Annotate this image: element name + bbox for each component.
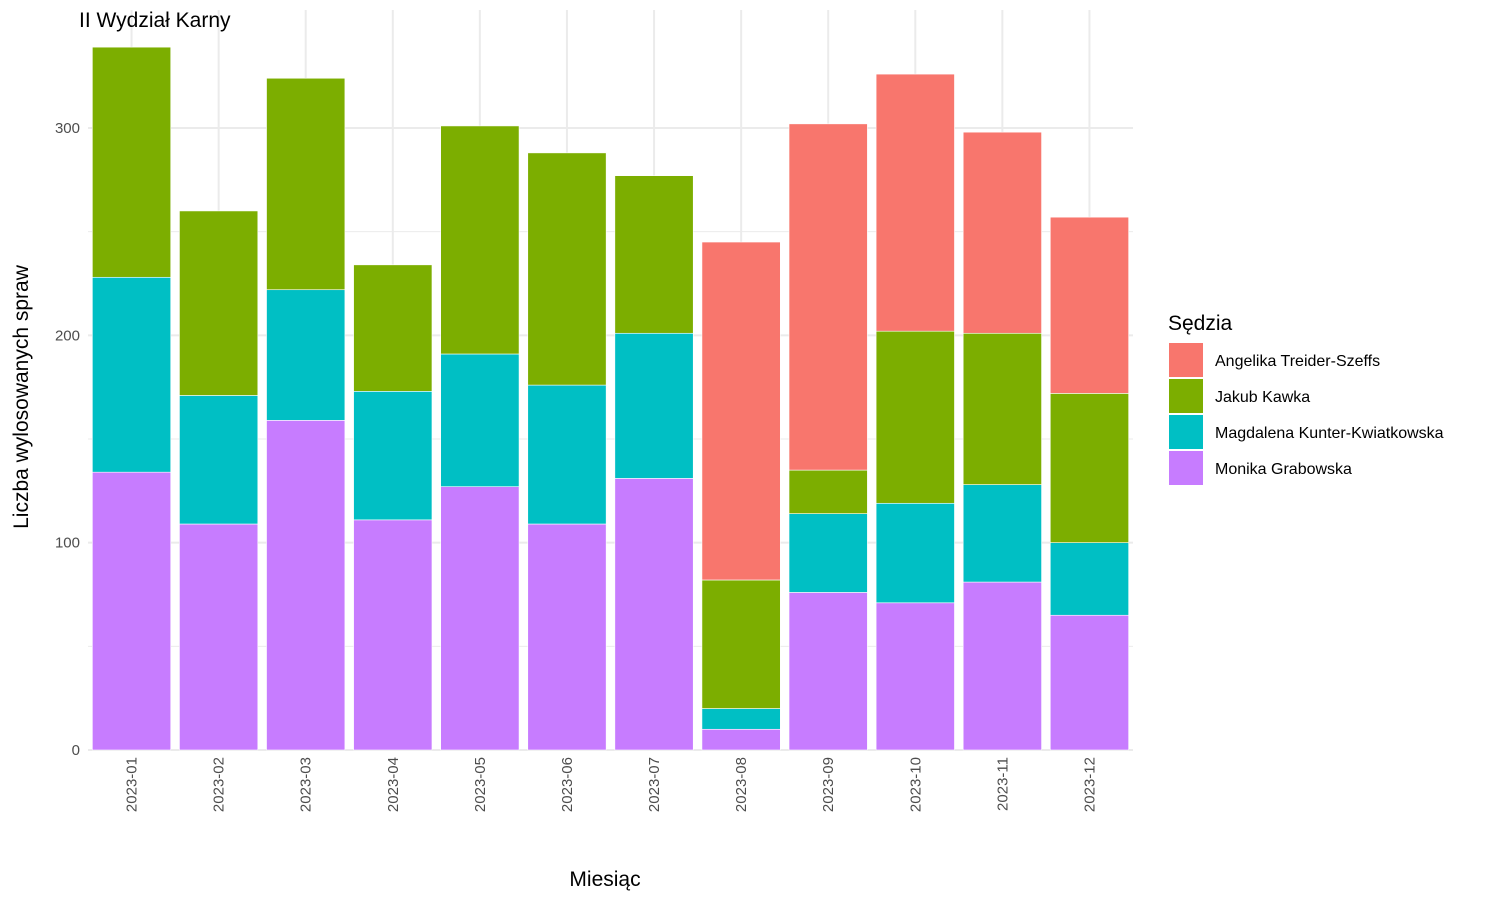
legend-swatch	[1169, 379, 1203, 413]
bar-segment	[788, 123, 868, 471]
bar-segment	[788, 592, 868, 751]
bar-segment	[179, 523, 259, 751]
bar-segment	[614, 478, 694, 751]
bar-segment	[440, 486, 520, 751]
bar-segment	[1049, 542, 1129, 616]
legend-swatch	[1169, 415, 1203, 449]
bar-segment	[266, 420, 346, 751]
bar-segment	[614, 175, 694, 334]
x-tick-label: 2023-10	[907, 757, 924, 812]
legend-label: Jakub Kawka	[1215, 389, 1310, 406]
bar-segment	[962, 131, 1042, 334]
chart-title: II Wydział Karny	[79, 9, 231, 32]
bar-segment	[962, 581, 1042, 751]
bar-segment	[527, 152, 607, 386]
legend-swatch	[1169, 451, 1203, 485]
x-tick-label: 2023-07	[646, 757, 663, 812]
x-tick-label: 2023-11	[994, 757, 1011, 811]
x-tick-label: 2023-03	[298, 757, 315, 812]
bar-segment	[353, 264, 433, 392]
bar-segment	[875, 330, 955, 504]
legend-label: Magdalena Kunter-Kwiatkowska	[1215, 425, 1444, 442]
bar-segment	[614, 332, 694, 479]
legend-label: Angelika Treider-Szeffs	[1215, 353, 1380, 370]
y-tick-label: 300	[55, 120, 80, 137]
legend-swatch	[1169, 343, 1203, 377]
bar-segment	[266, 289, 346, 421]
x-tick-label: 2023-08	[733, 757, 750, 812]
bar-segment	[353, 519, 433, 751]
bar-segment	[1049, 216, 1129, 394]
bar-segment	[701, 708, 781, 730]
bar-segment	[962, 332, 1042, 485]
x-tick-label: 2023-01	[124, 757, 141, 812]
bar-segment	[701, 241, 781, 581]
x-tick-label: 2023-12	[1081, 757, 1098, 812]
bar-segment	[92, 471, 172, 751]
x-tick-label: 2023-05	[472, 757, 489, 812]
bar-segment	[1049, 393, 1129, 543]
x-tick-label: 2023-02	[211, 757, 228, 812]
bar-segment	[266, 77, 346, 291]
bar-segment	[701, 579, 781, 709]
bar-segment	[701, 728, 781, 751]
bar-segment	[179, 395, 259, 525]
bar-segment	[788, 513, 868, 593]
bar-segment	[353, 391, 433, 521]
y-tick-label: 200	[55, 327, 80, 344]
legend-label: Monika Grabowska	[1215, 461, 1352, 478]
bar-segment	[1049, 614, 1129, 751]
x-axis-title: Miesiąc	[569, 868, 640, 891]
y-tick-label: 100	[55, 535, 80, 552]
bar-segment	[875, 602, 955, 751]
x-axis-ticks: 2023-01 2023-02 2023-03 2023-04 2023-05 2023-…	[124, 757, 1099, 812]
bar-segment	[179, 210, 259, 396]
bar-segment	[92, 276, 172, 473]
bar-segment	[962, 484, 1042, 583]
legend-title: Sędzia	[1168, 312, 1233, 335]
legend: Sędzia Angelika Treider-Szeffs Jakub Kawk…	[1168, 312, 1444, 485]
x-tick-label: 2023-04	[385, 757, 402, 812]
x-tick-label: 2023-06	[559, 757, 576, 812]
bar-segment	[788, 469, 868, 514]
y-tick-label: 0	[72, 742, 80, 759]
y-axis-title: Liczba wylosowanych spraw	[10, 264, 33, 529]
y-axis-ticks: 0 100 200 300	[55, 120, 80, 759]
bar-segment	[92, 46, 172, 278]
bar-segment	[440, 125, 520, 355]
bars	[92, 46, 1129, 751]
bar-segment	[440, 353, 520, 487]
bar-segment	[527, 384, 607, 525]
x-tick-label: 2023-09	[820, 757, 837, 812]
bar-segment	[875, 502, 955, 604]
bar-segment	[527, 523, 607, 751]
bar-segment	[875, 73, 955, 332]
